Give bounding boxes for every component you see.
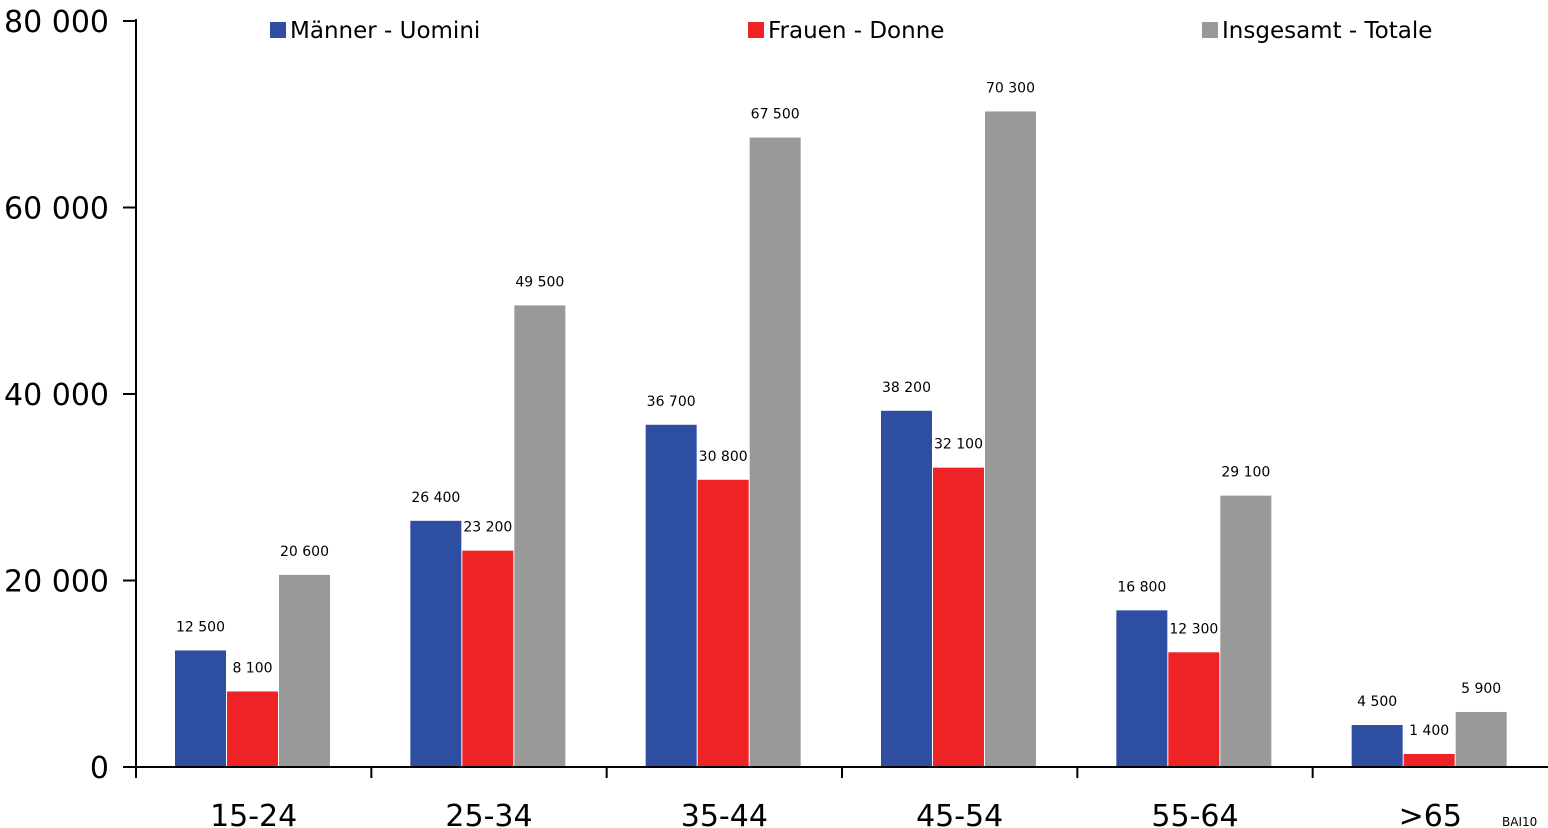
data-label: 4 500 — [1357, 694, 1397, 710]
data-label: 26 400 — [411, 490, 460, 506]
y-tick-label: 80 000 — [4, 5, 109, 40]
bar-frauen-5 — [1403, 753, 1455, 767]
data-label: 1 400 — [1409, 723, 1449, 739]
data-label: 36 700 — [647, 394, 696, 410]
data-label: 23 200 — [463, 520, 512, 536]
bar-frauen-4 — [1168, 652, 1220, 767]
data-label: 16 800 — [1117, 579, 1166, 595]
bars-group — [175, 111, 1507, 767]
bar-maenner-2 — [645, 424, 697, 767]
x-tick-label: 55-64 — [1151, 799, 1238, 828]
data-label: 5 900 — [1461, 681, 1501, 697]
y-tick-label: 0 — [90, 751, 109, 786]
y-axis: 0 20 000 40 000 60 000 80 000 — [4, 5, 137, 786]
bar-maenner-5 — [1351, 725, 1403, 767]
bar-insgesamt-2 — [749, 137, 801, 767]
bar-frauen-2 — [697, 479, 749, 767]
y-tick-label: 60 000 — [4, 192, 109, 227]
data-label: 12 500 — [176, 619, 225, 635]
bar-frauen-1 — [462, 550, 514, 767]
x-tick-label: 25-34 — [445, 799, 532, 828]
data-label: 8 100 — [232, 660, 272, 676]
x-tick-label: 35-44 — [681, 799, 768, 828]
data-label: 32 100 — [934, 437, 983, 453]
bar-insgesamt-3 — [985, 111, 1036, 767]
legend-label: Frauen - Donne — [768, 18, 944, 44]
bar-maenner-1 — [410, 520, 462, 767]
data-label: 20 600 — [280, 544, 329, 560]
bar-maenner-4 — [1116, 610, 1168, 767]
data-label: 49 500 — [515, 274, 564, 290]
x-tick-label: >65 — [1399, 799, 1462, 828]
data-label: 67 500 — [751, 107, 800, 123]
legend-swatch — [1202, 22, 1218, 38]
data-label: 29 100 — [1221, 465, 1270, 481]
y-tick-label: 40 000 — [4, 378, 109, 413]
x-axis: 15-24 25-34 35-44 45-54 55-64 >65 — [123, 766, 1548, 828]
bar-frauen-3 — [933, 467, 984, 767]
bar-insgesamt-1 — [514, 305, 566, 767]
legend-swatch — [270, 22, 286, 38]
data-label: 12 300 — [1169, 621, 1218, 637]
bar-maenner-0 — [175, 650, 226, 767]
bar-insgesamt-5 — [1455, 711, 1507, 767]
footnote-code: BAI10 — [1502, 815, 1537, 828]
bar-maenner-3 — [881, 410, 932, 767]
legend-label: Männer - Uomini — [290, 18, 480, 44]
data-label: 30 800 — [699, 449, 748, 465]
legend: Männer - Uomini Frauen - Donne Insgesamt -… — [270, 18, 1432, 44]
x-tick-label: 15-24 — [210, 799, 297, 828]
data-label: 38 200 — [882, 380, 931, 396]
data-label: 70 300 — [986, 80, 1035, 96]
bar-insgesamt-4 — [1220, 495, 1272, 767]
bar-insgesamt-0 — [279, 574, 330, 767]
x-tick-label: 45-54 — [916, 799, 1003, 828]
y-tick-label: 20 000 — [4, 565, 109, 600]
bar-frauen-0 — [227, 691, 278, 767]
legend-label: Insgesamt - Totale — [1222, 18, 1432, 44]
legend-swatch — [748, 22, 764, 38]
